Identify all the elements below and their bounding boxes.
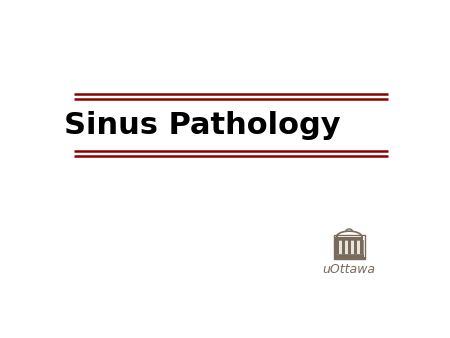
Bar <box>348 240 351 254</box>
Bar <box>333 235 365 259</box>
Bar <box>335 237 363 240</box>
Bar <box>333 257 365 259</box>
Bar <box>335 240 363 254</box>
Bar <box>335 240 338 254</box>
Bar <box>342 240 345 254</box>
Bar <box>360 240 363 254</box>
Text: Sinus Pathology: Sinus Pathology <box>64 111 341 140</box>
Bar <box>354 240 357 254</box>
Text: uOttawa: uOttawa <box>323 263 376 276</box>
Bar <box>334 254 364 257</box>
